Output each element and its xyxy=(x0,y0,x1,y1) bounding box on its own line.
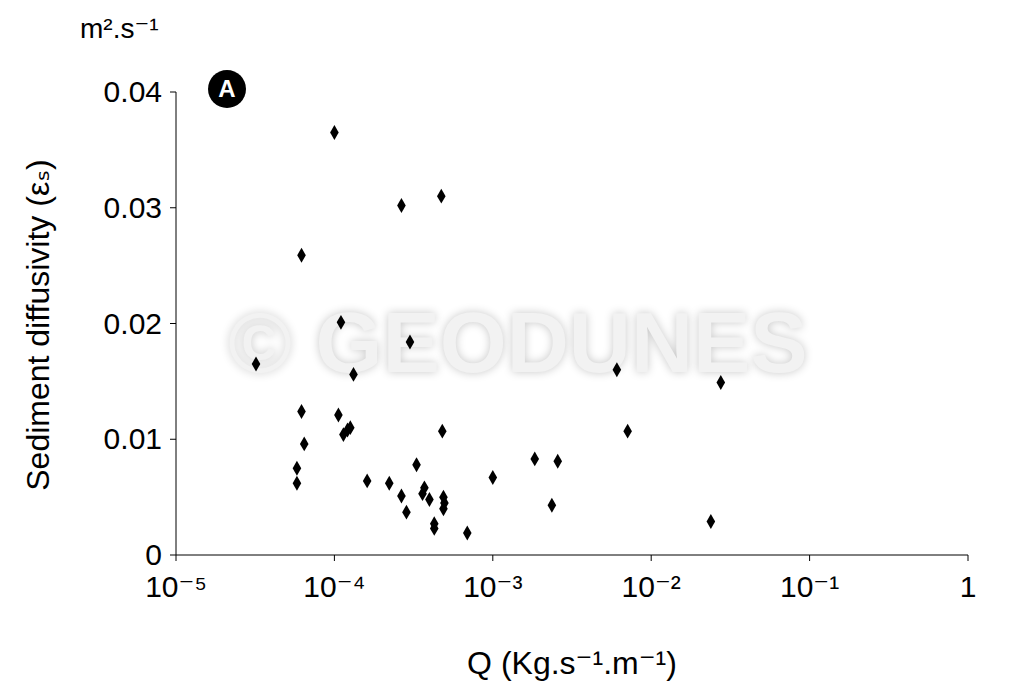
svg-text:10⁻¹: 10⁻¹ xyxy=(780,570,839,603)
svg-text:0.01: 0.01 xyxy=(104,422,162,455)
svg-text:0.03: 0.03 xyxy=(104,191,162,224)
svg-text:0.04: 0.04 xyxy=(104,75,162,108)
svg-text:10⁻⁴: 10⁻⁴ xyxy=(303,570,365,603)
svg-text:10⁻⁵: 10⁻⁵ xyxy=(145,570,207,603)
svg-text:10⁻²: 10⁻² xyxy=(622,570,681,603)
svg-text:0.02: 0.02 xyxy=(104,307,162,340)
svg-text:1: 1 xyxy=(960,570,977,603)
html-text:m².s⁻¹: m².s⁻¹ xyxy=(80,13,159,44)
svg-text:10⁻³: 10⁻³ xyxy=(463,570,522,603)
svg-text:0: 0 xyxy=(145,538,162,571)
html-text:Q (Kg.s⁻¹.m⁻¹): Q (Kg.s⁻¹.m⁻¹) xyxy=(467,645,677,681)
html-text:A: A xyxy=(218,75,236,102)
html-text:Sediment diffusivity (εₛ): Sediment diffusivity (εₛ) xyxy=(20,159,56,491)
html-text:© GEODUNES: © GEODUNES xyxy=(228,294,808,390)
